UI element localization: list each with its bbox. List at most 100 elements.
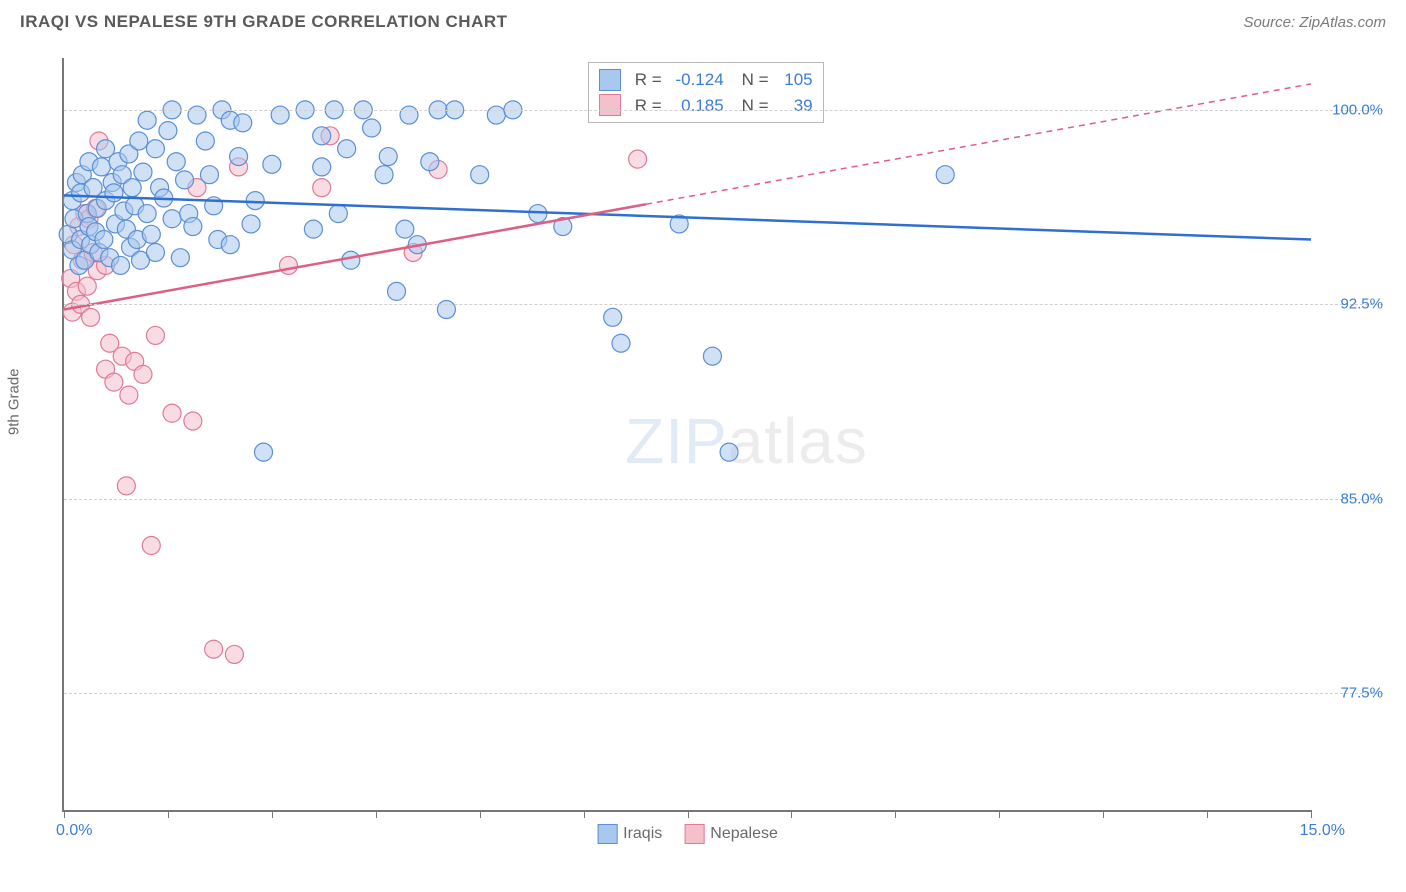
scatter-point [263, 155, 281, 173]
legend-swatch-icon [684, 824, 704, 844]
scatter-point [130, 132, 148, 150]
legend: Iraqis Nepalese [597, 824, 778, 844]
stats-row: R = 0.185 N = 39 [599, 93, 813, 119]
scatter-point [138, 111, 156, 129]
scatter-point [363, 119, 381, 137]
stat-n-label: N = [742, 67, 769, 93]
scatter-point [255, 443, 273, 461]
scatter-point [92, 158, 110, 176]
scatter-point [629, 150, 647, 168]
scatter-point [936, 166, 954, 184]
x-tick [1103, 810, 1104, 818]
scatter-point [78, 277, 96, 295]
x-tick [584, 810, 585, 818]
scatter-point [95, 231, 113, 249]
scatter-point [205, 640, 223, 658]
scatter-point [720, 443, 738, 461]
legend-label: Iraqis [623, 825, 662, 843]
scatter-point [123, 179, 141, 197]
scatter-point [171, 249, 189, 267]
stat-r-value: -0.124 [670, 67, 724, 93]
scatter-point [313, 158, 331, 176]
x-axis-start-label: 0.0% [56, 822, 92, 840]
scatter-point [225, 645, 243, 663]
scatter-point [375, 166, 393, 184]
scatter-point [388, 282, 406, 300]
y-tick-label: 85.0% [1318, 490, 1383, 507]
scatter-point [105, 184, 123, 202]
stats-row: R = -0.124 N = 105 [599, 67, 813, 93]
chart-container: 9th Grade ZIPatlas R =-0.124N =105R =0.1… [20, 48, 1386, 872]
y-tick-label: 100.0% [1318, 101, 1383, 118]
scatter-point [105, 373, 123, 391]
scatter-point [146, 140, 164, 158]
scatter-point [703, 347, 721, 365]
scatter-point [176, 171, 194, 189]
series-swatch-icon [599, 94, 621, 116]
x-tick [168, 810, 169, 818]
scatter-point [167, 153, 185, 171]
scatter-point [200, 166, 218, 184]
scatter-point [82, 308, 100, 326]
scatter-point [234, 114, 252, 132]
legend-item: Iraqis [597, 824, 662, 844]
y-tick-label: 92.5% [1318, 296, 1383, 313]
stat-n-value: 39 [777, 93, 813, 119]
plot-svg [64, 58, 1311, 810]
scatter-point [146, 326, 164, 344]
scatter-point [313, 179, 331, 197]
series-swatch-icon [599, 69, 621, 91]
scatter-point [313, 127, 331, 145]
scatter-point [487, 106, 505, 124]
scatter-point [379, 148, 397, 166]
scatter-point [246, 192, 264, 210]
scatter-point [159, 122, 177, 140]
y-axis-label: 9th Grade [6, 368, 23, 435]
x-tick [1311, 810, 1312, 818]
scatter-point [604, 308, 622, 326]
legend-swatch-icon [597, 824, 617, 844]
scatter-point [188, 106, 206, 124]
chart-title: IRAQI VS NEPALESE 9TH GRADE CORRELATION … [20, 12, 508, 32]
gridline [64, 499, 1383, 500]
scatter-point [279, 256, 297, 274]
gridline [64, 304, 1383, 305]
x-axis-end-label: 15.0% [1300, 822, 1345, 840]
scatter-point [117, 477, 135, 495]
scatter-point [138, 205, 156, 223]
scatter-point [437, 301, 455, 319]
scatter-point [271, 106, 289, 124]
stat-n-label: N = [742, 93, 769, 119]
stat-r-value: 0.185 [670, 93, 724, 119]
gridline [64, 110, 1383, 111]
scatter-point [471, 166, 489, 184]
stat-n-value: 105 [777, 67, 813, 93]
scatter-point [184, 412, 202, 430]
scatter-point [134, 163, 152, 181]
x-tick [791, 810, 792, 818]
scatter-point [196, 132, 214, 150]
scatter-point [421, 153, 439, 171]
source-credit: Source: ZipAtlas.com [1243, 14, 1386, 31]
stat-r-label: R = [635, 93, 662, 119]
gridline [64, 693, 1383, 694]
scatter-point [163, 210, 181, 228]
scatter-point [142, 537, 160, 555]
legend-item: Nepalese [684, 824, 778, 844]
scatter-point [342, 251, 360, 269]
scatter-point [230, 148, 248, 166]
legend-label: Nepalese [710, 825, 778, 843]
scatter-point [120, 386, 138, 404]
stat-r-label: R = [635, 67, 662, 93]
scatter-point [396, 220, 414, 238]
scatter-point [112, 256, 130, 274]
scatter-point [242, 215, 260, 233]
scatter-point [142, 225, 160, 243]
scatter-point [304, 220, 322, 238]
stats-legend-box: R = -0.124 N = 105 R = 0.185 N = 39 [588, 62, 824, 123]
scatter-point [400, 106, 418, 124]
x-tick [999, 810, 1000, 818]
x-tick [688, 810, 689, 818]
scatter-point [184, 218, 202, 236]
x-tick [480, 810, 481, 818]
